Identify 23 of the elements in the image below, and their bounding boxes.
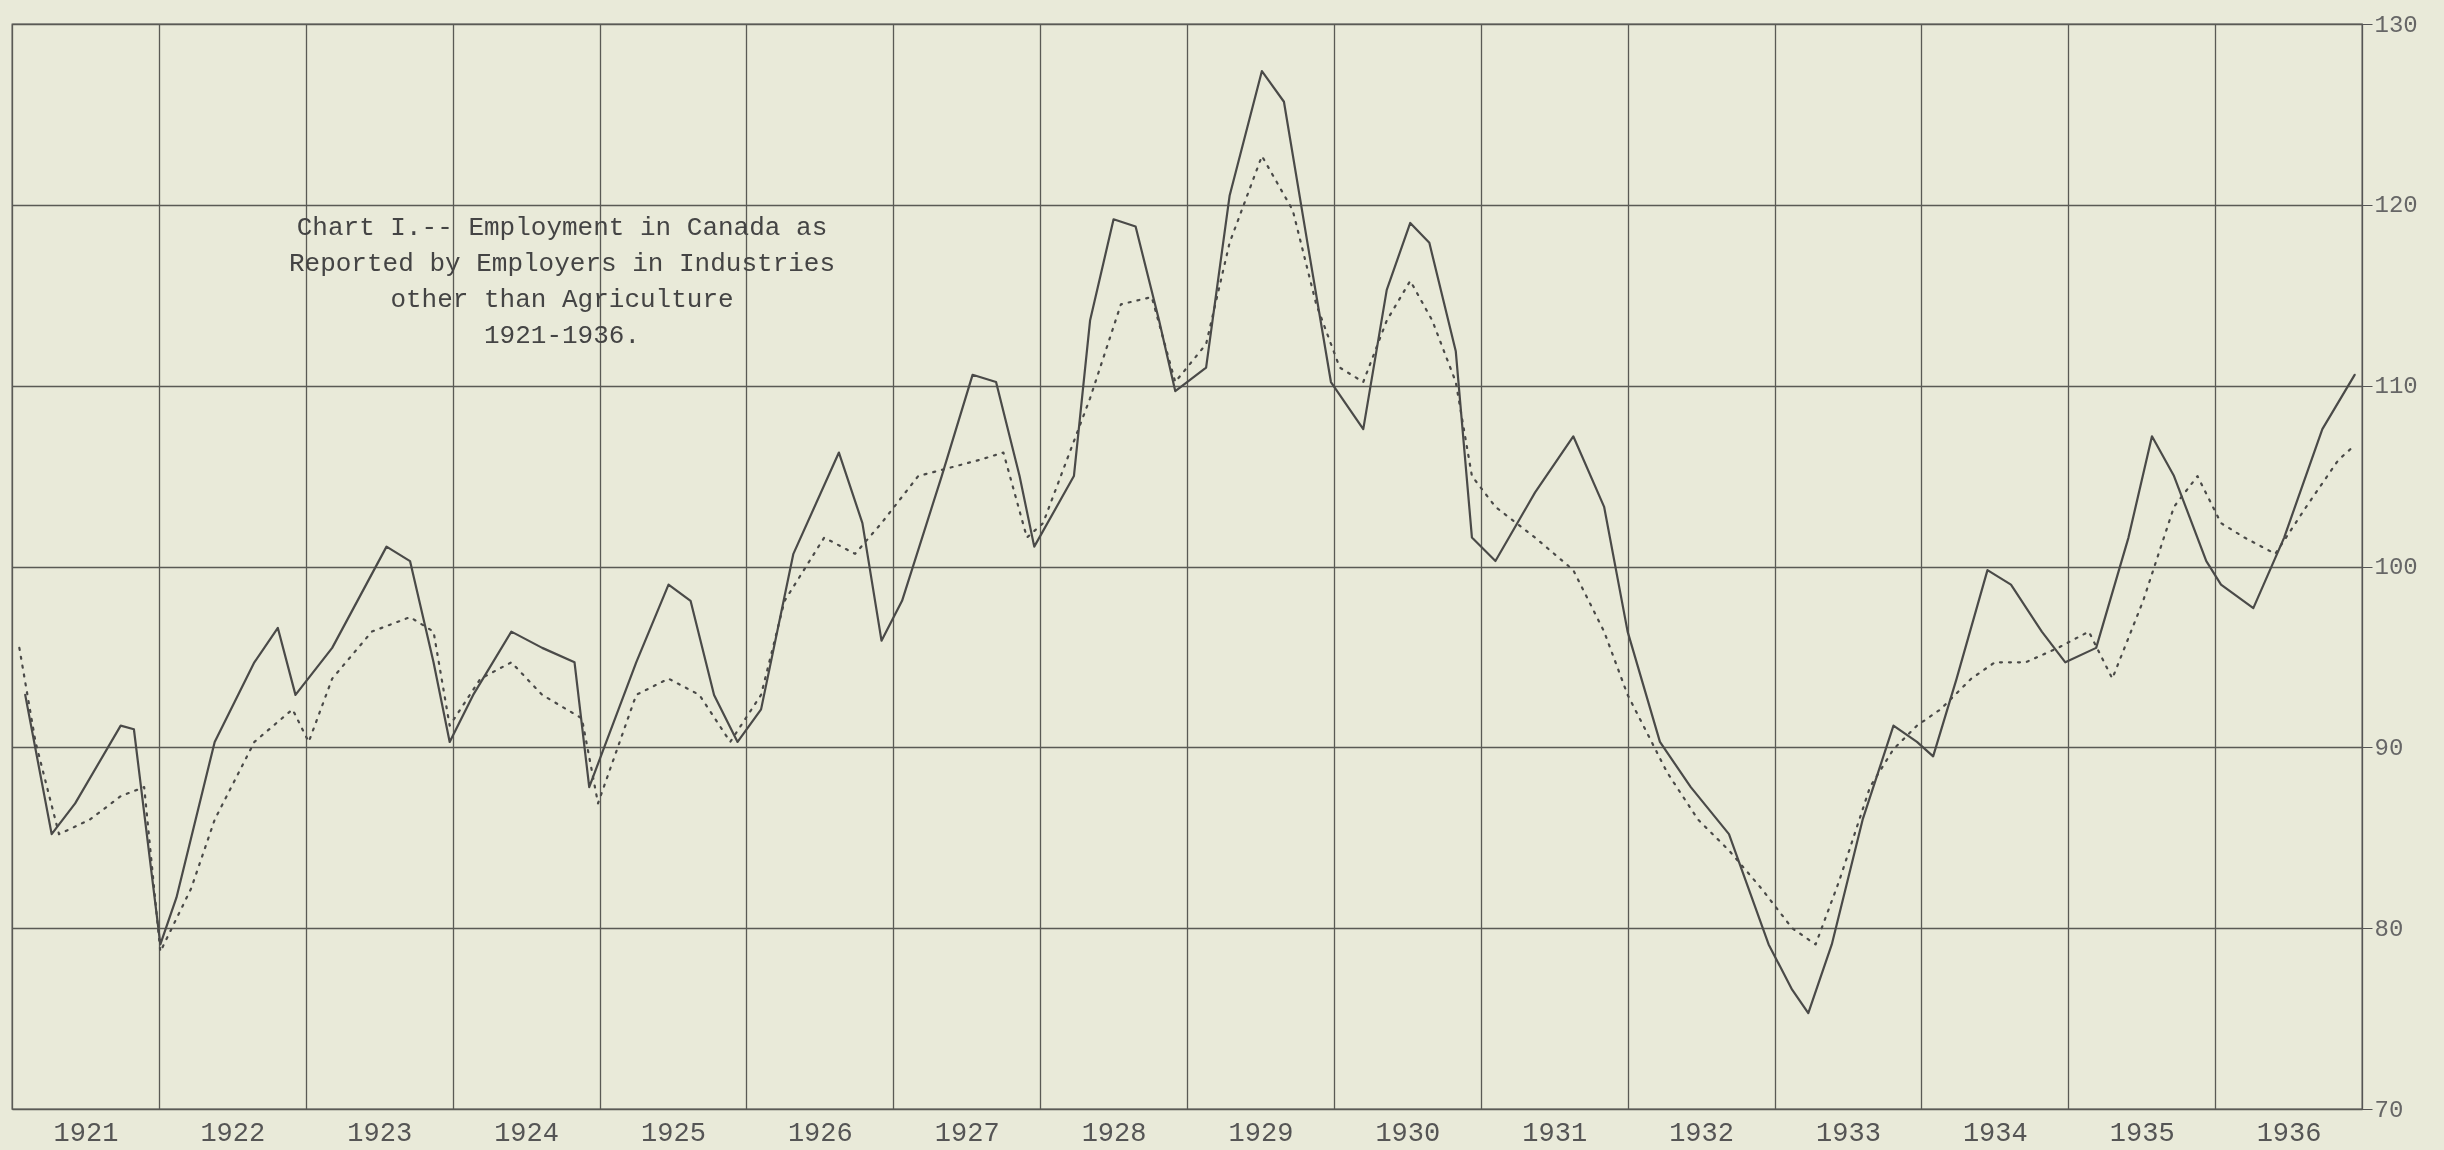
y-tick-label: 110 xyxy=(2374,373,2418,401)
x-tick-label: 1933 xyxy=(1816,1118,1881,1149)
x-tick-label: 1929 xyxy=(1228,1118,1294,1149)
y-tick-label: 80 xyxy=(2374,915,2404,943)
x-tick-label: 1927 xyxy=(934,1118,1000,1149)
y-tick-label: 100 xyxy=(2374,554,2418,581)
x-tick-label: 1922 xyxy=(200,1118,266,1149)
y-tick-label: 70 xyxy=(2374,1096,2404,1124)
y-tick-label: 120 xyxy=(2374,192,2418,220)
x-tick-label: 1928 xyxy=(1081,1118,1147,1149)
x-tick-label: 1924 xyxy=(494,1118,559,1149)
x-tick-label: 1936 xyxy=(2256,1118,2322,1149)
x-tick-label: 1930 xyxy=(1375,1118,1441,1149)
x-tick-label: 1931 xyxy=(1522,1118,1588,1149)
x-tick-label: 1932 xyxy=(1669,1118,1734,1149)
x-tick-label: 1921 xyxy=(53,1118,119,1149)
x-tick-label: 1923 xyxy=(347,1118,413,1149)
x-tick-label: 1934 xyxy=(1962,1118,2028,1149)
x-tick-label: 1935 xyxy=(2109,1118,2175,1149)
y-tick-label: 130 xyxy=(2374,11,2418,39)
x-tick-label: 1925 xyxy=(641,1118,706,1149)
x-tick-label: 1926 xyxy=(787,1118,853,1149)
y-tick-label: 90 xyxy=(2374,734,2404,762)
